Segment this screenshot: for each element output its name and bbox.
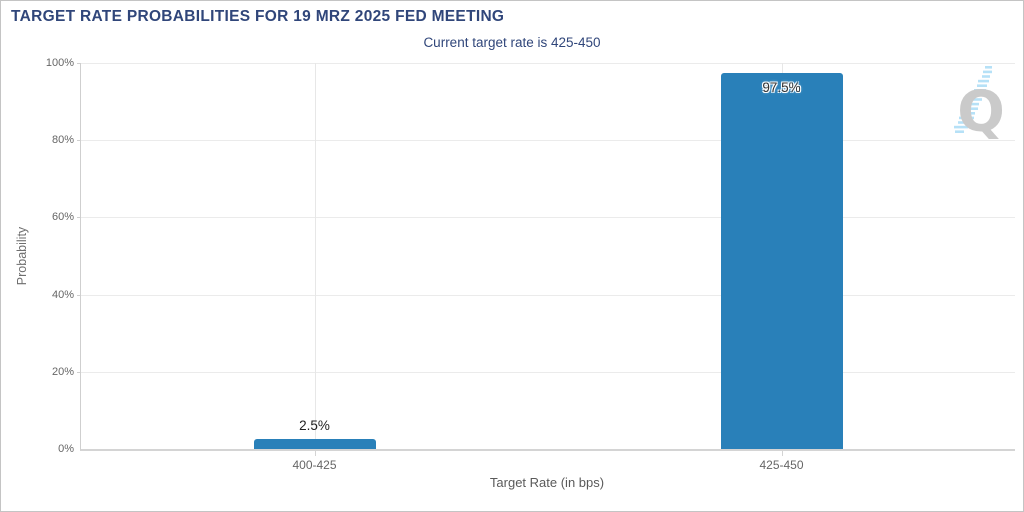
chart-subtitle: Current target rate is 425-450 [423, 35, 601, 50]
bar[interactable] [720, 72, 843, 449]
gridline-horizontal [81, 217, 1015, 219]
y-tick-label: 0% [58, 443, 74, 455]
y-tick-mark [77, 63, 81, 64]
x-tick-label: 400-425 [292, 458, 337, 472]
y-tick-mark [77, 294, 81, 296]
q-logo-icon: Q [954, 66, 1005, 145]
y-tick-mark [77, 371, 81, 373]
y-tick-mark [77, 217, 81, 219]
x-tick-mark [314, 451, 316, 456]
y-tick-label: 40% [51, 288, 74, 301]
gridline-horizontal [81, 294, 1015, 296]
gridline-horizontal [81, 371, 1015, 373]
q-logo-dashes [954, 66, 992, 133]
gridline-horizontal [81, 140, 1015, 142]
y-tick-label: 80% [51, 134, 74, 147]
x-axis-title: Target Rate (in bps) [489, 475, 605, 490]
gridline-horizontal [81, 63, 1015, 64]
q-logo-letter: Q [957, 80, 1005, 145]
bar[interactable] [253, 439, 376, 449]
x-tick-label: 425-450 [759, 458, 804, 472]
y-axis-title: Probability [15, 226, 29, 286]
bar-value-label: 2.5% [299, 418, 330, 434]
y-tick-mark [77, 140, 81, 142]
plot-area: 0% 20% 40% 60% 80% 100% 2.5% 400-425 97.5% 425-45… [46, 57, 1015, 472]
page-title: TARGET RATE PROBABILITIES FOR 19 MRZ 202… [11, 8, 505, 25]
y-tick-label: 100% [45, 57, 74, 69]
y-tick-label: 60% [51, 211, 74, 224]
bar-value-label: 97.5% [762, 79, 801, 95]
x-tick-mark [781, 451, 783, 456]
y-tick-label: 20% [51, 365, 74, 378]
gridline-vertical [314, 63, 316, 449]
